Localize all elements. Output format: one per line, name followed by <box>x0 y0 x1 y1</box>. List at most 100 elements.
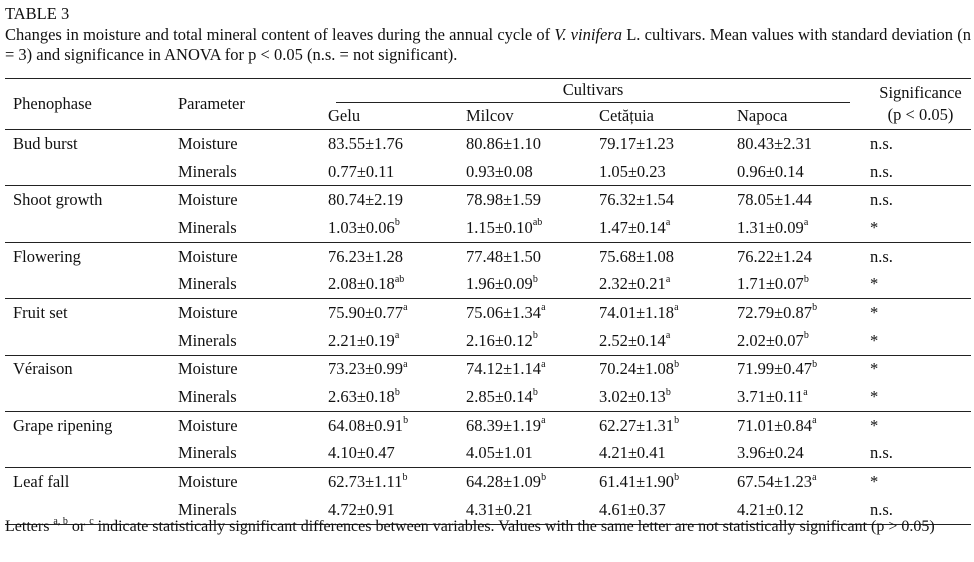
parameter-cell: Minerals <box>178 274 237 294</box>
significance-cell: * <box>870 387 879 407</box>
value-cell: 1.03±0.06b <box>320 214 458 242</box>
table-row: Minerals 4.72±0.91 4.31±0.21 4.61±0.37 4.21±… <box>5 496 971 524</box>
value-cell: 2.16±0.12b <box>458 327 591 355</box>
significance-cell: * <box>870 359 879 379</box>
value-cell: 70.24±1.08b <box>591 355 729 383</box>
footnote-sup-ab: a, b <box>53 515 68 527</box>
value-cell: 1.71±0.07b <box>729 270 862 298</box>
table-row: Minerals 4.10±0.47 4.05±1.01 4.21±0.41 3.96±… <box>5 440 971 468</box>
value-cell: 2.21±0.19a <box>320 327 458 355</box>
phenophase-cell <box>5 440 170 468</box>
significance-letter: a <box>665 217 671 229</box>
parameter-cell: Minerals <box>178 330 237 350</box>
value-text: 67.54±1.23 <box>737 472 813 492</box>
table-row: Bud burst Moisture 83.55±1.76 80.86±1.10 79.… <box>5 130 971 158</box>
value-text: 2.63±0.18 <box>328 387 395 407</box>
value-cell: 2.63±0.18b <box>320 383 458 411</box>
table-row: Minerals 2.63±0.18b 2.85±0.14b 3.02±0.13b 3.… <box>5 383 971 411</box>
header-cultivars: Cultivars <box>320 79 862 104</box>
value-text: 71.99±0.47 <box>737 359 813 379</box>
value-text: 1.03±0.06 <box>328 217 395 237</box>
value-cell: 80.74±2.19 <box>320 186 458 214</box>
significance-letter: a <box>665 273 671 285</box>
phenophase-cell: Fruit set <box>13 302 68 322</box>
table-header: Phenophase Parameter Cultivars Significa… <box>5 78 971 130</box>
significance-cell: * <box>870 217 879 237</box>
header-cultivar-milcov: Milcov <box>466 106 514 125</box>
significance-letter: b <box>674 471 680 483</box>
value-cell: 0.93±0.08 <box>458 158 591 186</box>
significance-letter: b <box>402 471 408 483</box>
value-text: 3.71±0.11 <box>737 387 804 407</box>
value-text: 62.27±1.31 <box>599 415 675 435</box>
phenophase-cell <box>5 327 170 355</box>
phenophase-group: Fruit set Moisture 75.90±0.77a 75.06±1.34a 7… <box>5 299 971 355</box>
value-text: 70.24±1.08 <box>599 359 675 379</box>
value-cell: 79.17±1.23 <box>591 130 729 158</box>
value-text: 0.77±0.11 <box>328 161 395 181</box>
value-cell: 78.98±1.59 <box>458 186 591 214</box>
value-cell: 71.99±0.47b <box>729 355 862 383</box>
value-cell: 80.43±2.31 <box>729 130 862 158</box>
parameter-cell: Minerals <box>178 161 237 181</box>
value-cell: 2.85±0.14b <box>458 383 591 411</box>
significance-cell: * <box>870 274 879 294</box>
value-cell: 64.28±1.09b <box>458 468 591 496</box>
table-row: Flowering Moisture 76.23±1.28 77.48±1.50 75.… <box>5 242 971 270</box>
phenophase-cell <box>5 383 170 411</box>
value-cell: 3.02±0.13b <box>591 383 729 411</box>
significance-cell: n.s. <box>870 133 893 153</box>
value-text: 80.86±1.10 <box>466 133 542 153</box>
significance-letter: b <box>803 273 809 285</box>
significance-cell: n.s. <box>870 161 893 181</box>
value-text: 1.47±0.14 <box>599 217 666 237</box>
table-row: Minerals 2.08±0.18ab 1.96±0.09b 2.32±0.21a 1… <box>5 270 971 298</box>
value-cell: 62.27±1.31b <box>591 411 729 439</box>
significance-letter: a <box>541 358 546 370</box>
value-text: 76.23±1.28 <box>328 246 404 266</box>
significance-letter: a <box>665 330 671 342</box>
value-text: 80.43±2.31 <box>737 133 813 153</box>
phenophase-group: Shoot growth Moisture 80.74±2.19 78.98±1.59… <box>5 186 971 243</box>
significance-letter: a <box>541 415 546 427</box>
value-text: 4.05±1.01 <box>466 443 533 463</box>
phenophase-group: Flowering Moisture 76.23±1.28 77.48±1.50 75.… <box>5 242 971 299</box>
header-parameter: Parameter <box>178 94 245 113</box>
caption-text-before: Changes in moisture and total mineral co… <box>5 24 555 44</box>
value-cell: 64.08±0.91b <box>320 411 458 439</box>
phenophase-cell: Flowering <box>13 246 81 266</box>
parameter-cell: Minerals <box>178 387 237 407</box>
value-text: 2.52±0.14 <box>599 330 666 350</box>
header-cultivar-cetatuia: Cetățuia <box>599 106 654 125</box>
phenophase-cell: Bud burst <box>13 133 78 153</box>
significance-letter: b <box>532 386 538 398</box>
significance-letter: b <box>812 358 818 370</box>
value-cell: 1.05±0.23 <box>591 158 729 186</box>
header-cultivar-gelu: Gelu <box>328 106 361 125</box>
value-text: 78.05±1.44 <box>737 190 813 210</box>
value-cell: 2.52±0.14a <box>591 327 729 355</box>
value-text: 77.48±1.50 <box>466 246 542 266</box>
significance-letter: b <box>394 386 400 398</box>
table-label: TABLE 3 <box>5 4 70 23</box>
value-cell: 75.90±0.77a <box>320 299 458 327</box>
significance-letter: a <box>403 358 408 370</box>
significance-cell: n.s. <box>870 499 893 519</box>
value-text: 4.61±0.37 <box>599 499 666 519</box>
parameter-cell: Moisture <box>178 246 238 266</box>
footnote-part1: Letters <box>5 518 54 535</box>
parameter-cell: Minerals <box>178 443 237 463</box>
value-text: 2.16±0.12 <box>466 330 533 350</box>
significance-cell: n.s. <box>870 246 893 266</box>
value-text: 4.31±0.21 <box>466 499 533 519</box>
table-row: Minerals 1.03±0.06b 1.15±0.10ab 1.47±0.14a 1… <box>5 214 971 242</box>
parameter-cell: Minerals <box>178 217 237 237</box>
value-text: 72.79±0.87 <box>737 302 813 322</box>
value-cell: 4.72±0.91 <box>320 496 458 524</box>
phenophase-cell: Shoot growth <box>13 190 103 210</box>
value-text: 1.31±0.09 <box>737 217 804 237</box>
value-cell: 73.23±0.99a <box>320 355 458 383</box>
value-text: 80.74±2.19 <box>328 190 404 210</box>
value-text: 68.39±1.19 <box>466 415 542 435</box>
value-cell: 1.15±0.10ab <box>458 214 591 242</box>
